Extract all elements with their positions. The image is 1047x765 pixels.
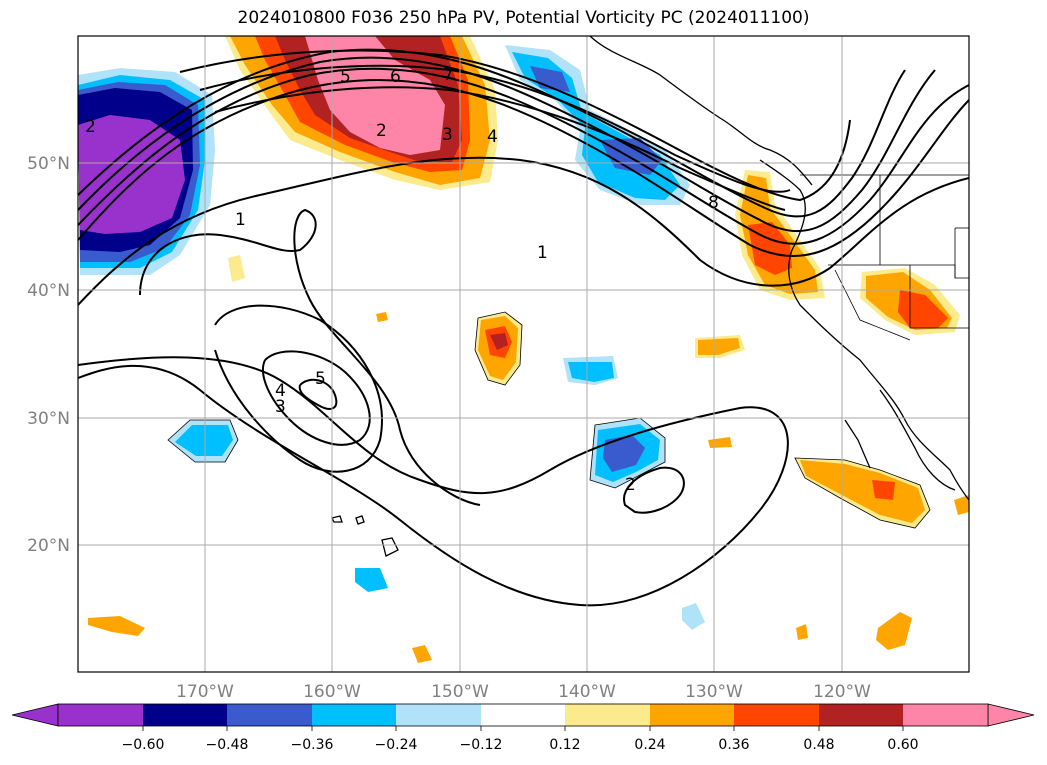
colorbar-segment <box>734 704 819 726</box>
colorbar-tick-labels: −0.60 −0.48 −0.36 −0.24 −0.12 0.12 0.24 … <box>122 737 919 753</box>
colorbar-segment <box>565 704 650 726</box>
map-background <box>78 36 969 672</box>
colorbar: −0.60 −0.48 −0.36 −0.24 −0.12 0.12 0.24 … <box>11 703 1035 753</box>
lon-label: 150°W <box>431 682 489 702</box>
colorbar-ticks <box>142 726 904 731</box>
lon-label: 130°W <box>685 682 743 702</box>
political-borders <box>800 174 969 341</box>
pos-anomaly-e-orange <box>698 338 740 355</box>
contour-label: 6 <box>390 67 401 87</box>
colorbar-segments <box>58 704 988 726</box>
colorbar-segment <box>227 704 312 726</box>
contour-label: 5 <box>340 67 351 87</box>
contour-label: 4 <box>487 127 498 147</box>
lat-label: 50°N <box>27 154 70 174</box>
contour-label: 8 <box>708 193 719 213</box>
pos-anomaly-se-redorange <box>872 480 895 500</box>
contour-label: 1 <box>235 210 246 230</box>
colorbar-segment <box>312 704 396 726</box>
contour-label: 5 <box>315 369 326 389</box>
colorbar-segment <box>396 704 481 726</box>
neg-anomaly-streak-royal <box>530 66 662 175</box>
lat-label: 20°N <box>27 536 70 556</box>
gridlines <box>78 36 969 672</box>
lat-label: 30°N <box>27 409 70 429</box>
contour-label: 2 <box>85 117 96 137</box>
colorbar-tick-label: −0.60 <box>122 737 165 753</box>
contour-label-group: 1 1 2 3 4 5 6 7 2 3 4 5 8 2 <box>85 65 719 495</box>
colorbar-tick-label: 0.24 <box>634 737 665 753</box>
colorbar-frame <box>57 703 989 727</box>
neg-anomaly-south-royal <box>603 435 645 472</box>
coastlines <box>331 36 969 557</box>
lat-label: 40°N <box>27 281 70 301</box>
colorbar-tick-label: −0.48 <box>206 737 249 753</box>
contour-label: 4 <box>275 381 286 401</box>
contour-label: 7 <box>443 65 454 85</box>
colorbar-tick-label: 0.48 <box>803 737 834 753</box>
longitude-labels: 170°W 160°W 150°W 140°W 130°W 120°W <box>176 682 871 702</box>
colorbar-segment <box>903 704 988 726</box>
colorbar-segment <box>143 704 227 726</box>
lon-label: 140°W <box>558 682 616 702</box>
colorbar-tick-label: −0.12 <box>460 737 503 753</box>
contour-label: 3 <box>442 125 453 145</box>
colorbar-segment <box>650 704 734 726</box>
lon-label: 170°W <box>176 682 234 702</box>
lon-label: 160°W <box>303 682 361 702</box>
colorbar-tick-label: 0.36 <box>718 737 749 753</box>
contour-label: 1 <box>537 243 548 263</box>
pos-blob-7 <box>228 255 245 282</box>
pos-blob-8 <box>954 495 969 515</box>
colorbar-left-arrow <box>11 703 59 727</box>
pos-blob-6 <box>376 312 388 322</box>
pos-anomaly-interior-redorange <box>898 290 948 328</box>
pos-anomaly-central-firebrick <box>490 333 508 350</box>
colorbar-segment <box>58 704 143 726</box>
colorbar-tick-label: 0.60 <box>887 737 918 753</box>
pos-blob-4 <box>412 645 432 663</box>
lon-label: 120°W <box>813 682 871 702</box>
pos-blob-5 <box>796 624 808 640</box>
anomaly-outlines <box>167 311 931 529</box>
contour-label: 2 <box>376 121 387 141</box>
pos-blob-3 <box>876 612 912 650</box>
pos-anomaly-north-pink <box>305 36 445 155</box>
neg-anomaly-hi-deepsky <box>175 425 233 456</box>
chart-title: 2024010800 F036 250 hPa PV, Potential Vo… <box>237 8 810 28</box>
pos-anomaly-se-orange <box>800 460 925 523</box>
contour-label: 3 <box>275 397 286 417</box>
neg-anomaly-small-deepsky <box>568 362 614 382</box>
colorbar-tick-label: −0.24 <box>375 737 418 753</box>
neg-blob-2 <box>682 603 705 630</box>
colorbar-segment <box>481 704 565 726</box>
map-content: 1 1 2 3 4 5 6 7 2 3 4 5 8 2 <box>78 36 969 672</box>
colorbar-segment <box>819 704 903 726</box>
colorbar-right-arrow <box>987 703 1035 727</box>
colorbar-tick-label: 0.12 <box>549 737 580 753</box>
pos-blob-2 <box>88 616 145 636</box>
contour-label: 2 <box>625 475 636 495</box>
latitude-labels: 50°N 40°N 30°N 20°N <box>27 154 70 556</box>
map-frame <box>77 35 970 673</box>
colorbar-tick-label: −0.36 <box>291 737 334 753</box>
neg-blob-1 <box>355 568 388 592</box>
